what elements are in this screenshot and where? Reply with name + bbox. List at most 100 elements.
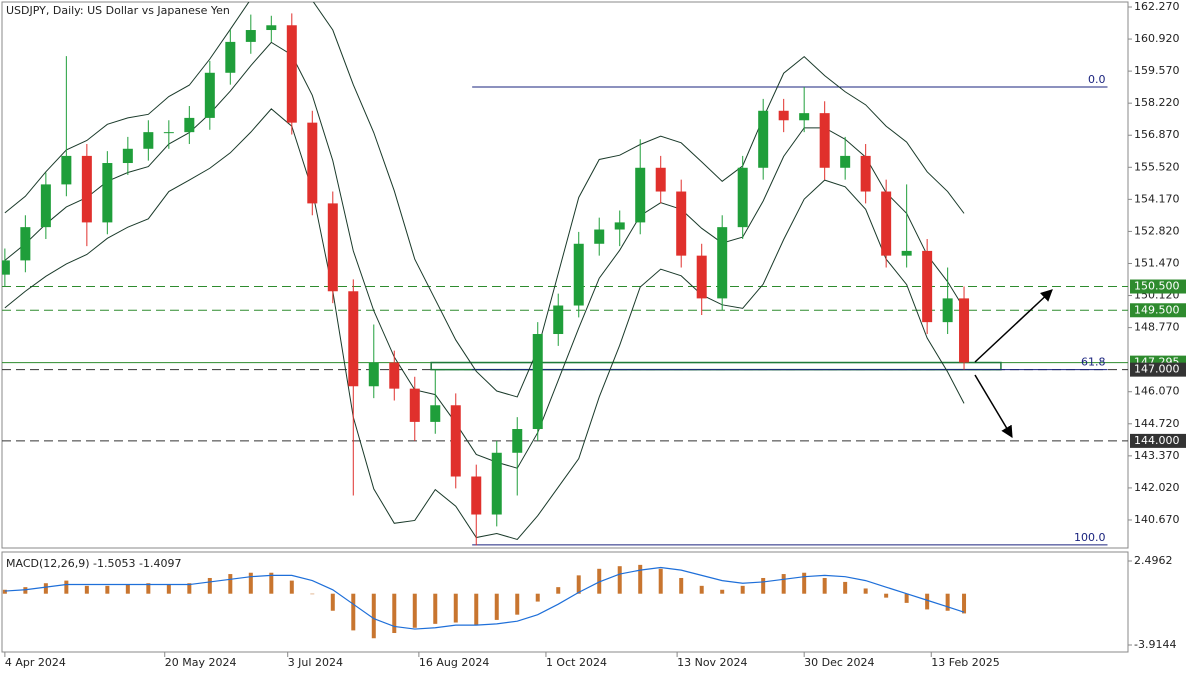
x-tick-label: 20 May 2024 [165,656,237,669]
candle-body [81,155,92,223]
candle-body [635,167,646,223]
macd-bar [515,593,520,615]
fib-label: 61.8 [1081,356,1106,369]
candle-body [799,113,810,121]
macd-bar [699,585,704,594]
candle-body [102,163,113,223]
y-tick-label: 2.4962 [1134,554,1173,567]
macd-bar [617,566,622,594]
macd-pane [1,551,1129,653]
macd-bar [781,574,786,594]
macd-bar [904,593,909,603]
candle-body [655,167,666,192]
x-tick-label: 3 Jul 2024 [288,656,343,669]
y-tick-label: 152.820 [1134,224,1180,237]
y-tick-label: 143.370 [1134,449,1180,462]
level-box [1130,433,1186,448]
zone [430,361,1002,371]
macd-bar [761,577,766,594]
macd-bar [863,588,868,594]
macd-bar [658,568,663,594]
macd-bar [576,575,581,594]
macd-bar [207,577,212,594]
candle-body [2,260,10,275]
chart-title: USDJPY, Daily: US Dollar vs Japanese Yen [6,4,230,17]
macd-bar [310,593,315,595]
macd-bar [843,581,848,594]
candle-body [573,243,584,306]
macd-bar [146,583,151,594]
arrow-up [974,289,1053,363]
candle-body [553,305,564,335]
candle-body [758,110,769,168]
candle-body [922,250,933,323]
candle-body [61,155,72,185]
level-label: 150.500 [1134,280,1180,293]
macd-bar [494,593,499,620]
y-tick-label: 158.220 [1134,96,1180,109]
candle-body [512,429,523,453]
candle-body [860,155,871,192]
x-tick-label: 16 Aug 2024 [419,656,489,669]
macd-title: MACD(12,26,9) -1.5053 -1.4097 [6,557,181,570]
macd-bar [187,583,192,594]
macd-bar [720,589,725,594]
arrow-down [974,374,1013,439]
macd-bar [2,589,7,594]
macd-bar [556,587,561,594]
y-tick-label: 142.020 [1134,481,1180,494]
y-tick-label: 148.770 [1134,321,1180,334]
macd-bar [884,593,889,598]
y-tick-label: -3.9144 [1134,638,1176,651]
macd-bar [84,585,89,594]
candle-body [778,110,789,121]
candle-body [901,250,912,256]
macd-bar [822,577,827,594]
macd-bar [802,572,807,594]
candle-body [204,72,215,118]
y-tick-label: 154.170 [1134,192,1180,205]
y-tick-label: 155.520 [1134,160,1180,173]
macd-plot [2,564,967,639]
candle-body [819,113,830,168]
x-tick-label: 4 Apr 2024 [5,656,66,669]
candle-body [184,117,195,133]
candle-body [594,229,605,244]
x-tick-label: 13 Feb 2025 [931,656,999,669]
candle-body [348,291,359,387]
fib-label: 100.0 [1074,531,1106,544]
candle-body [368,362,379,387]
level-label: 147.000 [1134,363,1180,376]
bollinger-band [4,108,965,541]
macd-bar [740,585,745,594]
macd-bar [64,580,69,594]
candle-body [737,167,748,228]
axes: 162.270 160.920 159.570 158.220 156.870 155.5… [4,0,1186,669]
macd-bar [597,568,602,594]
y-tick-label: 151.470 [1134,256,1180,269]
y-tick-label: 156.870 [1134,128,1180,141]
candle-body [942,298,953,323]
macd-bar [679,577,684,594]
candle-body [430,405,441,422]
candle-body [266,25,277,31]
macd-bar [392,593,397,634]
macd-bar [638,564,643,594]
level-box [1130,362,1186,377]
candle-body [409,388,420,422]
x-tick-label: 13 Nov 2024 [677,656,747,669]
candle-body [245,30,256,42]
candle-body [163,132,174,134]
macd-bar [453,593,458,623]
macd-bar [433,593,438,624]
y-tick-label: 162.270 [1134,0,1180,13]
candle-body [717,227,728,299]
level-label: 149.500 [1134,303,1180,316]
macd-bar [351,593,356,631]
y-tick-label: 144.720 [1134,417,1180,430]
macd-bar [925,593,930,610]
y-tick-label: 159.570 [1134,64,1180,77]
macd-bar [269,572,274,594]
x-tick-label: 30 Dec 2024 [804,656,874,669]
